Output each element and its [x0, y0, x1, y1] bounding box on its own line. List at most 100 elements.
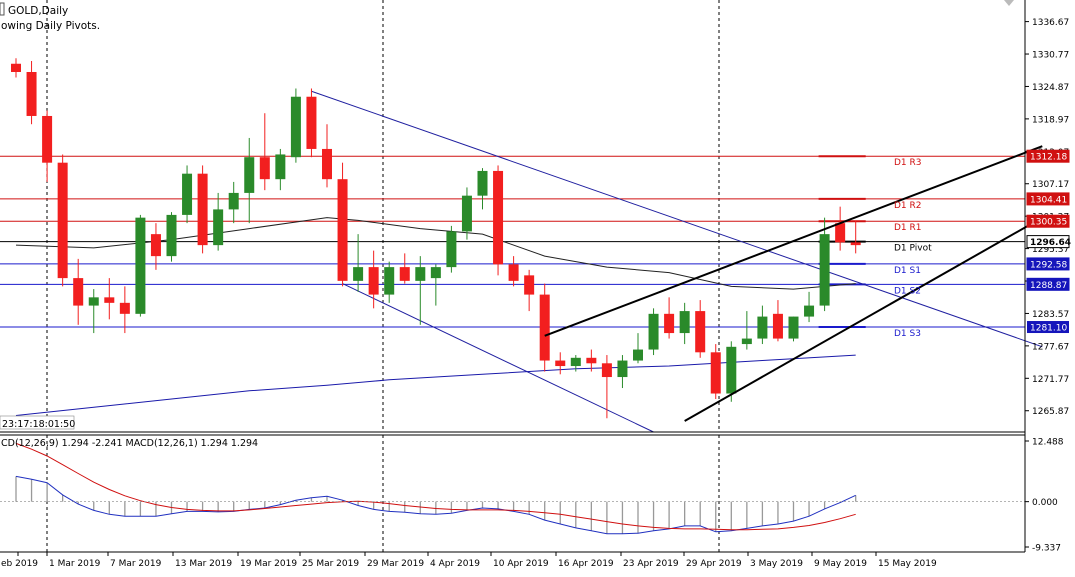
candle-body: [353, 267, 364, 281]
bear-candle: [306, 88, 317, 158]
candle-body: [601, 363, 612, 378]
bear-candle: [368, 250, 379, 309]
candle-body: [772, 313, 783, 339]
bear-candle: [835, 206, 846, 251]
bear-candle: [57, 154, 68, 287]
bull-candle: [182, 165, 193, 224]
timer-box: [0, 415, 75, 430]
candle-body: [819, 234, 830, 306]
candle-body: [508, 264, 519, 281]
bull-candle: [679, 302, 690, 345]
date-tick-label: 29 Mar 2019: [367, 559, 424, 569]
bull-candle: [726, 341, 737, 402]
candle-body: [493, 170, 504, 265]
bull-candle: [633, 333, 643, 364]
pivot-label: D1 R2: [894, 201, 922, 211]
price-tick-label: 1295.37: [1032, 245, 1069, 255]
candle-body: [664, 313, 675, 334]
bull-candle: [804, 291, 815, 323]
macd-tick-label: 0.000: [1032, 498, 1058, 508]
pivot-label: D1 R1: [894, 223, 922, 233]
candle-body: [461, 195, 472, 232]
price-badge-label: 1292.58: [1030, 260, 1067, 270]
price-badge-label: 1304.41: [1030, 195, 1067, 205]
bull-candle: [290, 88, 301, 163]
candle-body: [710, 352, 721, 394]
candle-body: [539, 294, 550, 361]
candle-body: [88, 297, 99, 306]
channel-line: [311, 90, 1043, 348]
bull-candle: [88, 289, 99, 334]
pivot-label: D1 Pivot: [894, 244, 932, 254]
bear-candle: [337, 162, 348, 287]
bull-candle: [819, 217, 830, 312]
price-badge: [1026, 235, 1070, 249]
bull-candle: [384, 261, 395, 303]
price-tick-label: 1336.67: [1032, 18, 1069, 28]
bear-candle: [119, 286, 130, 334]
pivot-label: D1 S2: [894, 286, 921, 296]
price-tick-label: 1307.17: [1032, 180, 1069, 190]
trend-line: [544, 145, 1043, 337]
candle-body: [524, 275, 535, 295]
bull-candle: [275, 148, 286, 191]
price-badge-label: 1312.18: [1030, 153, 1067, 163]
candle-body: [446, 231, 457, 268]
candle-body: [586, 357, 597, 364]
candle-body: [197, 173, 208, 246]
bear-candle: [508, 256, 519, 287]
macd-main-line: [15, 475, 856, 535]
moving-average-slow: [15, 354, 856, 416]
candle-body: [119, 302, 130, 314]
bull-candle: [228, 181, 239, 224]
price-badge-label: 1296.64: [1030, 238, 1071, 248]
price-tick-label: 1265.87: [1032, 407, 1069, 417]
bear-candle: [664, 297, 675, 339]
candle-body: [384, 267, 395, 295]
candle-body: [150, 234, 161, 257]
bear-candle: [11, 58, 21, 78]
date-tick-label: 4 Apr 2019: [430, 559, 480, 569]
date-tick-label: 15 May 2019: [878, 559, 937, 569]
bear-candle: [586, 349, 597, 372]
price-tick-label: 1277.67: [1032, 342, 1069, 352]
bear-candle: [555, 352, 566, 375]
candle-body: [477, 170, 488, 196]
candle-body: [399, 267, 410, 281]
candle-body: [104, 297, 115, 303]
bull-candle: [446, 225, 457, 273]
bull-candle: [415, 256, 426, 325]
candle-body: [275, 154, 286, 180]
candle-body: [415, 267, 426, 281]
candle-body: [741, 338, 752, 345]
price-badge: [1026, 149, 1070, 163]
candle-body: [850, 242, 861, 246]
shift-marker-icon: [1004, 0, 1014, 6]
candle-body: [244, 157, 255, 193]
indicator-subtitle: owing Daily Pivots.: [1, 20, 100, 32]
candle-body: [26, 72, 37, 116]
candle-body: [166, 214, 177, 257]
date-tick-label: 19 Mar 2019: [240, 559, 297, 569]
price-badge-label: 1288.87: [1030, 281, 1067, 291]
bear-candle: [695, 300, 706, 358]
bear-candle: [150, 223, 161, 270]
candle-body: [617, 360, 628, 378]
bull-candle: [788, 316, 799, 342]
bull-candle: [135, 214, 146, 317]
candle-body: [322, 148, 332, 180]
candle-body: [726, 346, 737, 394]
macd-label: CD(12,26,9) 1.294 -2.241 MACD(12,26,1) 1…: [1, 438, 258, 449]
price-badge-label: 1300.35: [1030, 218, 1067, 228]
pivot-label: D1 R3: [894, 158, 922, 168]
date-tick-label: 25 Mar 2019: [302, 559, 359, 569]
bull-candle: [166, 212, 177, 262]
date-tick-label: 10 Apr 2019: [493, 559, 549, 569]
bull-candle: [430, 264, 441, 306]
bear-candle: [322, 124, 332, 188]
bull-candle: [741, 311, 752, 350]
bear-candle: [259, 113, 270, 191]
candle-body: [228, 192, 239, 210]
